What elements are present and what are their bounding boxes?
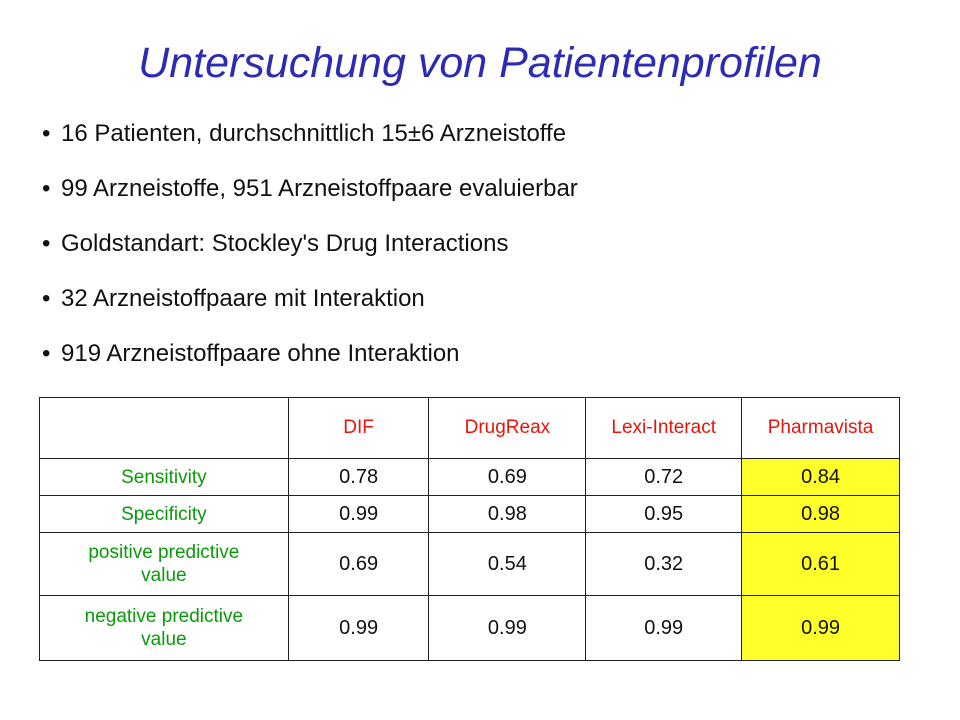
table-cell: 0.54	[428, 532, 587, 596]
column-header-lexi-interact: Lexi-Interact	[585, 397, 743, 459]
table-cell: 0.72	[585, 458, 743, 496]
table-cell: 0.98	[428, 495, 587, 533]
row-label-sensitivity: Sensitivity	[39, 458, 289, 496]
bullet-list: • 16 Patienten, durchschnittlich 15±6 Arz…	[42, 110, 578, 385]
table-cell-highlighted: 0.61	[741, 532, 900, 596]
table-corner-cell	[39, 397, 289, 459]
table-cell: 0.99	[287, 495, 430, 533]
table-cell-highlighted: 0.84	[741, 458, 900, 496]
bullet-text: 919 Arzneistoffpaare ohne Interaktion	[61, 340, 460, 367]
bullet-text: 16 Patienten, durchschnittlich 15±6 Arzn…	[61, 120, 567, 147]
table-cell: 0.99	[585, 595, 743, 661]
table-cell: 0.95	[585, 495, 743, 533]
table-cell: 0.78	[287, 458, 430, 496]
bullet-marker: •	[42, 285, 51, 312]
bullet-item: • 99 Arzneistoffe, 951 Arzneistoffpaare e…	[42, 165, 578, 220]
bullet-text: 32 Arzneistoffpaare mit Interaktion	[61, 285, 425, 312]
table-cell: 0.99	[428, 595, 587, 661]
bullet-item: • 16 Patienten, durchschnittlich 15±6 Arz…	[42, 110, 578, 165]
bullet-item: • 32 Arzneistoffpaare mit Interaktion	[42, 275, 578, 330]
row-label-positive-predictive-value: positive predictive value	[39, 532, 289, 596]
table-row: positive predictive value 0.69 0.54 0.32…	[39, 532, 900, 596]
column-header-pharmavista: Pharmavista	[741, 397, 900, 459]
bullet-text: Goldstandart: Stockley's Drug Interactio…	[61, 230, 509, 257]
bullet-marker: •	[42, 340, 51, 367]
table-row: negative predictive value 0.99 0.99 0.99…	[39, 595, 900, 661]
comparison-table: DIF DrugReax Lexi-Interact Pharmavista S…	[39, 397, 900, 661]
table-row: Specificity 0.99 0.98 0.95 0.98	[39, 495, 900, 533]
bullet-marker: •	[42, 175, 51, 202]
column-header-dif: DIF	[287, 397, 430, 459]
table-cell: 0.69	[287, 532, 430, 596]
bullet-item: • Goldstandart: Stockley's Drug Interacti…	[42, 220, 578, 275]
table-cell: 0.99	[287, 595, 430, 661]
table-cell: 0.69	[428, 458, 587, 496]
bullet-item: • 919 Arzneistoffpaare ohne Interaktion	[42, 330, 578, 385]
bullet-marker: •	[42, 120, 51, 147]
slide-title: Untersuchung von Patientenprofilen	[138, 39, 822, 87]
table-cell-highlighted: 0.98	[741, 495, 900, 533]
table-cell: 0.32	[585, 532, 743, 596]
table-header-row: DIF DrugReax Lexi-Interact Pharmavista	[39, 397, 900, 459]
column-header-drugreax: DrugReax	[428, 397, 587, 459]
table-cell-highlighted: 0.99	[741, 595, 900, 661]
row-label-negative-predictive-value: negative predictive value	[39, 595, 289, 661]
table-row: Sensitivity 0.78 0.69 0.72 0.84	[39, 458, 900, 496]
bullet-marker: •	[42, 230, 51, 257]
row-label-specificity: Specificity	[39, 495, 289, 533]
bullet-text: 99 Arzneistoffe, 951 Arzneistoffpaare ev…	[61, 175, 578, 202]
